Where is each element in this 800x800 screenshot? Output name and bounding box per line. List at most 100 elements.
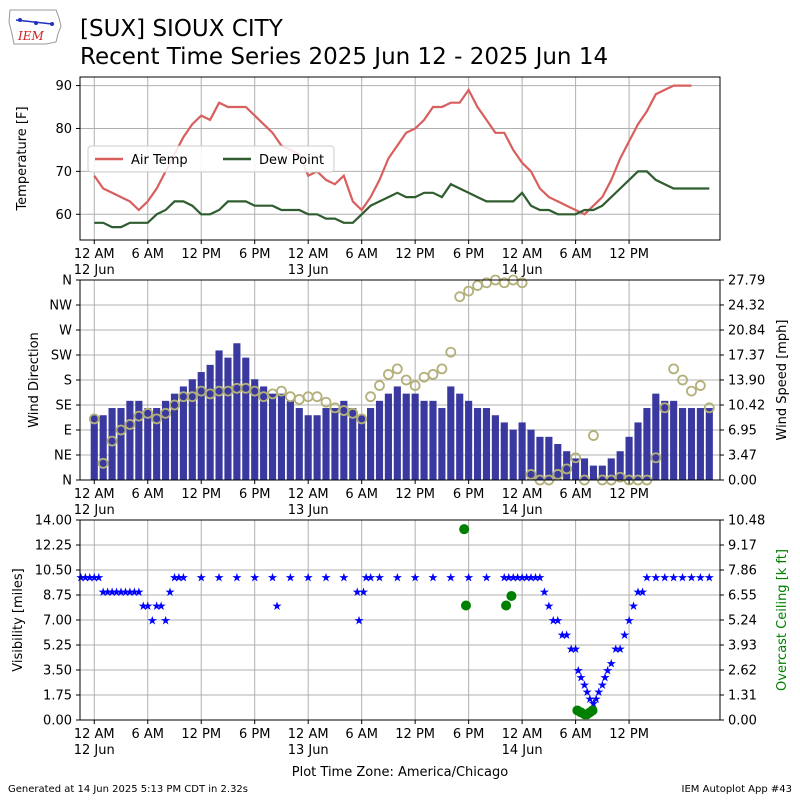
y-tick-label: SE bbox=[56, 399, 72, 414]
visibility-point: ★ bbox=[410, 571, 421, 585]
visibility-point: ★ bbox=[561, 628, 572, 642]
visibility-point: ★ bbox=[374, 571, 385, 585]
y2-tick-label: 10.48 bbox=[728, 514, 765, 529]
visibility-point: ★ bbox=[526, 571, 537, 585]
plot-frame bbox=[79, 76, 721, 241]
iem-logo: IEM bbox=[6, 6, 64, 52]
wind-speed-bar bbox=[251, 379, 259, 480]
wind-speed-bar bbox=[678, 408, 687, 480]
visibility-point: ★ bbox=[178, 571, 189, 585]
wind-speed-bar bbox=[197, 372, 205, 480]
x-tick-label: 12 PM bbox=[181, 487, 221, 502]
y-tick-label: NW bbox=[49, 299, 72, 314]
footer-app: IEM Autoplot App #43 bbox=[681, 784, 792, 795]
visibility-point: ★ bbox=[303, 571, 314, 585]
visibility-point: ★ bbox=[361, 571, 372, 585]
visibility-point: ★ bbox=[133, 585, 144, 599]
ceiling-point bbox=[459, 524, 470, 535]
x-tick-label: 12 AM bbox=[288, 247, 329, 262]
visibility-point: ★ bbox=[160, 614, 171, 628]
y2-tick-label: 3.93 bbox=[728, 639, 757, 654]
wind-direction-point bbox=[284, 391, 296, 403]
visibility-point: ★ bbox=[593, 685, 604, 699]
ceiling-point bbox=[501, 600, 512, 611]
wind-direction-point bbox=[276, 385, 287, 397]
wind-direction-point bbox=[463, 285, 475, 297]
visibility-point: ★ bbox=[512, 571, 523, 585]
wind-speed-bar bbox=[625, 436, 633, 480]
x-date-label: 14 Jun bbox=[502, 503, 543, 518]
visibility-point: ★ bbox=[392, 571, 403, 585]
wind-speed-bar bbox=[536, 436, 544, 480]
visibility-point: ★ bbox=[499, 571, 510, 585]
wind-direction-point bbox=[142, 407, 154, 419]
y-tick-label: 1.75 bbox=[43, 689, 72, 704]
wind-speed-bar bbox=[277, 393, 286, 480]
visibility-point: ★ bbox=[535, 571, 546, 585]
wind-direction-point bbox=[88, 413, 100, 425]
wind-speed-bar bbox=[607, 458, 615, 480]
legend-label-air-temp: Air Temp bbox=[131, 153, 188, 168]
x-date-label: 13 Jun bbox=[288, 263, 329, 278]
visibility-point: ★ bbox=[142, 599, 153, 613]
wind-speed-bar bbox=[295, 408, 303, 480]
wind-speed-bar bbox=[652, 393, 660, 480]
x-tick-label: 6 PM bbox=[453, 727, 484, 742]
visibility-point: ★ bbox=[602, 664, 613, 678]
visibility-point: ★ bbox=[102, 585, 113, 599]
y2-tick-label: 6.95 bbox=[728, 423, 757, 438]
wind-direction-point bbox=[552, 469, 564, 480]
wind-speed-bar bbox=[170, 393, 179, 480]
wind-direction-point bbox=[97, 457, 109, 469]
visibility-point: ★ bbox=[358, 585, 369, 599]
visibility-point: ★ bbox=[624, 614, 635, 628]
wind-direction-point bbox=[454, 291, 466, 303]
x-tick-label: 12 AM bbox=[288, 727, 329, 742]
y2-tick-label: 0.00 bbox=[728, 474, 757, 489]
wind-speed-bar bbox=[705, 408, 713, 480]
x-date-label: 13 Jun bbox=[288, 743, 329, 758]
visibility-point: ★ bbox=[548, 614, 559, 628]
x-tick-label: 6 AM bbox=[559, 247, 592, 262]
wind-speed-bar bbox=[598, 465, 606, 480]
x-tick-label: 6 PM bbox=[239, 487, 270, 502]
visibility-point: ★ bbox=[249, 571, 260, 585]
wind-direction-point bbox=[561, 463, 573, 475]
visibility-point: ★ bbox=[321, 571, 332, 585]
x-tick-label: 6 AM bbox=[345, 727, 378, 742]
y-tick-label: 90 bbox=[55, 79, 72, 94]
visibility-point: ★ bbox=[552, 614, 563, 628]
wind-speed-bar bbox=[224, 357, 232, 480]
wind-speed-bar bbox=[349, 408, 357, 480]
wind-speed-bar bbox=[242, 357, 250, 480]
y-tick-label: SW bbox=[51, 349, 72, 364]
visibility-point: ★ bbox=[80, 571, 91, 585]
visibility-point: ★ bbox=[597, 678, 608, 692]
y-tick-label: 10.50 bbox=[35, 564, 72, 579]
visibility-point: ★ bbox=[642, 571, 653, 585]
visibility-point: ★ bbox=[151, 599, 162, 613]
svg-text:IEM: IEM bbox=[17, 29, 45, 43]
x-tick-label: 12 AM bbox=[502, 487, 543, 502]
visibility-point: ★ bbox=[352, 585, 363, 599]
y2-tick-label: 27.79 bbox=[728, 274, 765, 289]
x-tick-label: 12 PM bbox=[395, 727, 435, 742]
wind-direction-point bbox=[409, 380, 421, 391]
y2-tick-label: 17.37 bbox=[728, 348, 765, 363]
y-axis-label: Temperature [F] bbox=[15, 106, 30, 211]
visibility-point: ★ bbox=[576, 671, 587, 685]
x-tick-label: 6 AM bbox=[131, 247, 164, 262]
y2-axis-label: Overcast Ceiling [k ft] bbox=[775, 549, 790, 691]
wind-direction-point bbox=[383, 369, 394, 380]
visibility-point: ★ bbox=[521, 571, 532, 585]
visibility-point: ★ bbox=[267, 571, 278, 585]
visibility-point: ★ bbox=[633, 585, 644, 599]
wind-speed-bar bbox=[108, 408, 116, 480]
chart-title-station: [SUX] SIOUX CITY bbox=[80, 16, 283, 42]
wind-direction-point bbox=[186, 391, 198, 403]
wind-direction-point bbox=[659, 402, 671, 414]
x-tick-label: 12 PM bbox=[181, 727, 221, 742]
wind-speed-bar bbox=[215, 350, 223, 480]
visibility-point: ★ bbox=[584, 692, 595, 706]
wind-direction-point bbox=[293, 394, 305, 405]
